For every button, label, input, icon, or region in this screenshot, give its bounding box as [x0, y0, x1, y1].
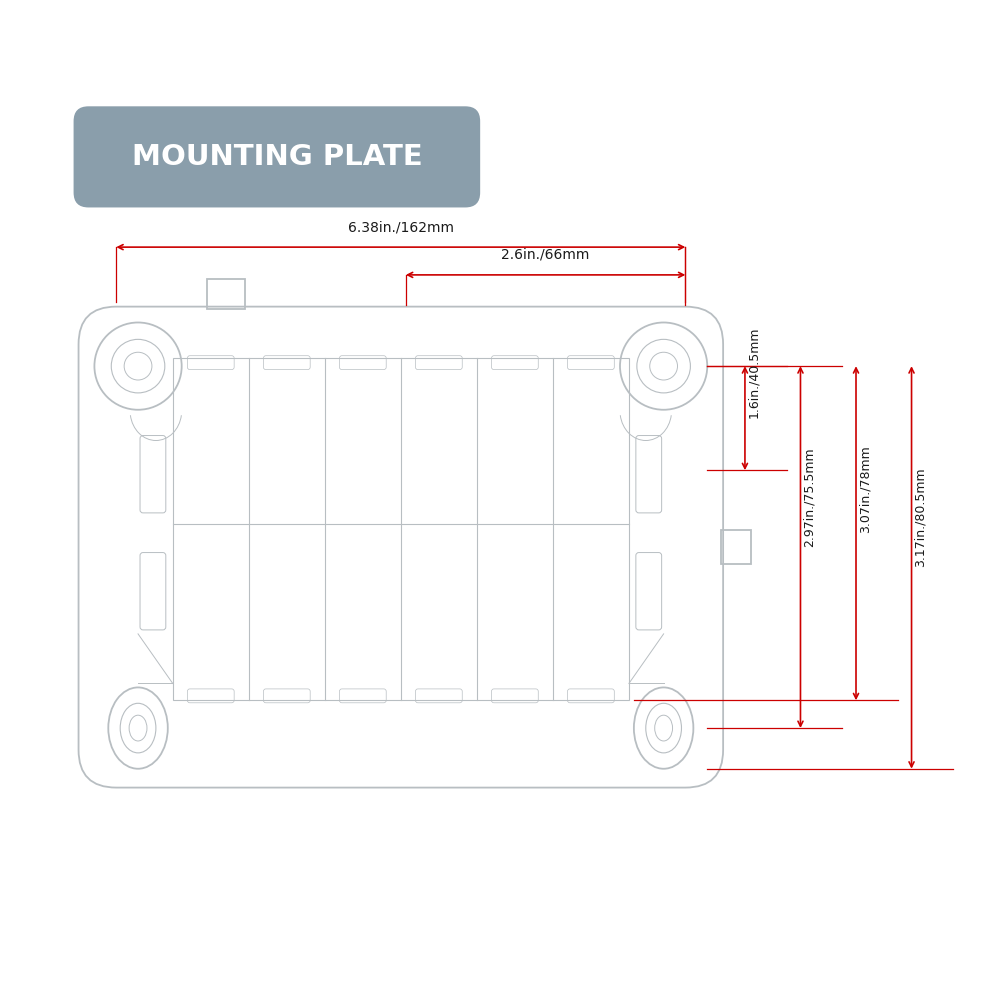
Text: 2.97in./75.5mm: 2.97in./75.5mm [803, 447, 816, 547]
FancyBboxPatch shape [74, 106, 480, 207]
Bar [173, 358, 629, 700]
Text: 3.17in./80.5mm: 3.17in./80.5mm [914, 468, 927, 567]
Text: MOUNTING PLATE: MOUNTING PLATE [132, 143, 422, 171]
Bar [721, 530, 751, 564]
Text: 3.07in./78mm: 3.07in./78mm [858, 445, 871, 533]
Bar [207, 279, 245, 309]
Text: 1.6in./40.5mm: 1.6in./40.5mm [747, 327, 760, 418]
Text: 6.38in./162mm: 6.38in./162mm [348, 220, 454, 234]
Text: 2.6in./66mm: 2.6in./66mm [501, 248, 590, 262]
